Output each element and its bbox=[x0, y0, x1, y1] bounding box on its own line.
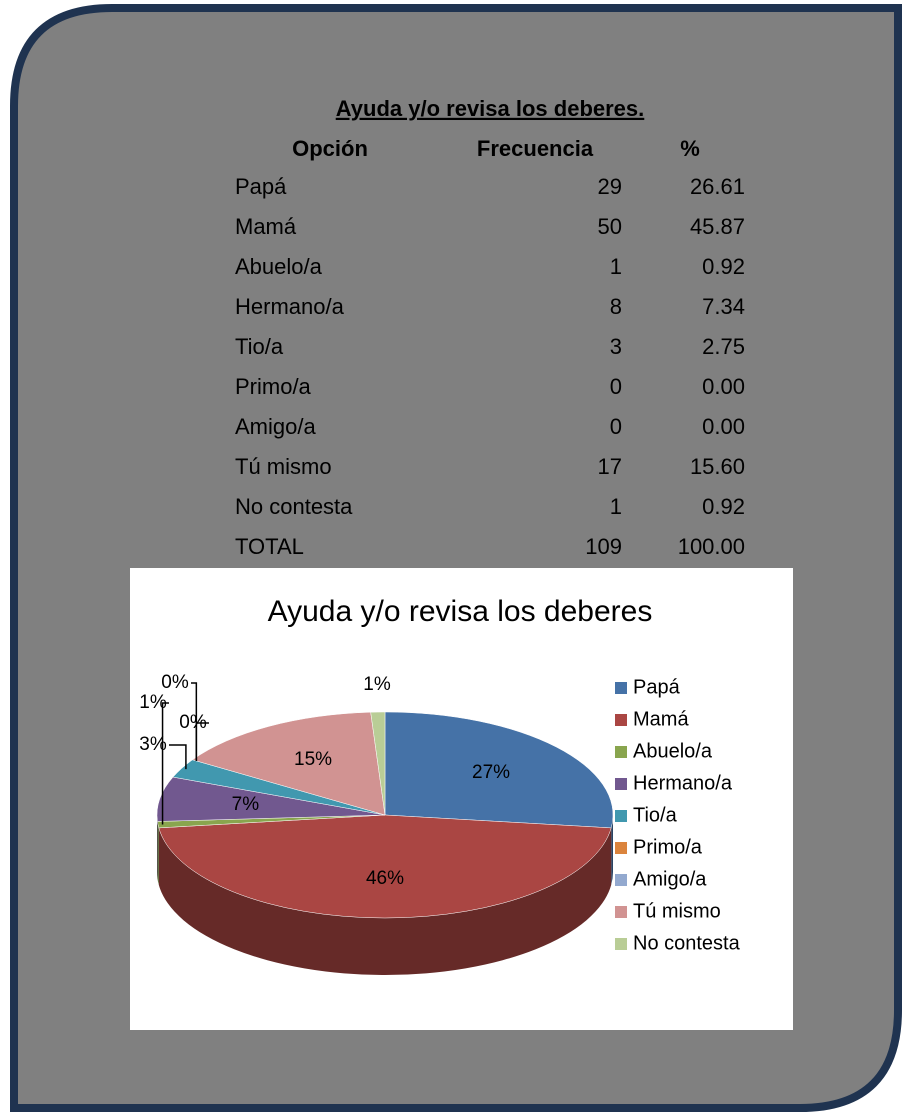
legend-swatch bbox=[615, 810, 627, 822]
value-label: 15% bbox=[294, 749, 332, 770]
legend-swatch bbox=[615, 682, 627, 694]
legend-label: Tú mismo bbox=[633, 900, 721, 922]
legend-label: Primo/a bbox=[633, 836, 703, 858]
pie-slice bbox=[370, 711, 386, 816]
leader-line bbox=[161, 702, 169, 825]
legend-label: Abuelo/a bbox=[633, 740, 713, 762]
table-title: Ayuda y/o revisa los deberes. bbox=[336, 96, 645, 121]
row-percent: 2.75 bbox=[702, 334, 745, 359]
row-frequency: 17 bbox=[598, 454, 622, 479]
table-header: Frecuencia bbox=[477, 136, 594, 161]
row-label: Papá bbox=[235, 174, 287, 199]
row-label: Tú mismo bbox=[235, 454, 332, 479]
row-percent: 100.00 bbox=[678, 534, 745, 559]
table-header: Opción bbox=[292, 136, 368, 161]
legend-swatch bbox=[615, 746, 627, 758]
row-label: Mamá bbox=[235, 214, 297, 239]
pie-side bbox=[157, 821, 159, 885]
legend-label: Mamá bbox=[633, 708, 689, 730]
row-frequency: 29 bbox=[598, 174, 622, 199]
value-label: 1% bbox=[363, 674, 391, 695]
legend-swatch bbox=[615, 906, 627, 918]
row-frequency: 109 bbox=[585, 534, 622, 559]
leader-line bbox=[169, 744, 187, 770]
legend-label: No contesta bbox=[633, 932, 741, 954]
row-label: TOTAL bbox=[235, 534, 304, 559]
row-label: No contesta bbox=[235, 494, 353, 519]
row-frequency: 1 bbox=[610, 254, 622, 279]
pie-slice bbox=[158, 814, 612, 919]
row-label: Abuelo/a bbox=[235, 254, 323, 279]
value-label: 0% bbox=[161, 672, 189, 693]
row-label: Primo/a bbox=[235, 374, 312, 399]
row-frequency: 50 bbox=[598, 214, 622, 239]
row-percent: 0.92 bbox=[702, 254, 745, 279]
row-percent: 45.87 bbox=[690, 214, 745, 239]
row-frequency: 8 bbox=[610, 294, 622, 319]
row-percent: 0.00 bbox=[702, 374, 745, 399]
row-frequency: 0 bbox=[610, 374, 622, 399]
leader-line bbox=[191, 682, 198, 761]
table-header: % bbox=[680, 136, 700, 161]
legend-label: Papá bbox=[633, 676, 681, 698]
row-percent: 26.61 bbox=[690, 174, 745, 199]
pie-side bbox=[158, 827, 612, 975]
row-percent: 15.60 bbox=[690, 454, 745, 479]
legend-label: Hermano/a bbox=[633, 772, 733, 794]
legend-swatch bbox=[615, 938, 627, 950]
row-frequency: 3 bbox=[610, 334, 622, 359]
legend-swatch bbox=[615, 778, 627, 790]
chart-title: Ayuda y/o revisa los deberes bbox=[268, 595, 653, 628]
legend-label: Tio/a bbox=[633, 804, 678, 826]
value-label: 3% bbox=[139, 734, 167, 755]
legend-swatch bbox=[615, 842, 627, 854]
legend-label: Amigo/a bbox=[633, 868, 707, 890]
pie-slice bbox=[191, 711, 386, 816]
pie-side bbox=[611, 815, 613, 885]
value-label: 46% bbox=[366, 868, 404, 889]
row-percent: 0.92 bbox=[702, 494, 745, 519]
row-percent: 7.34 bbox=[702, 294, 745, 319]
row-label: Amigo/a bbox=[235, 414, 316, 439]
value-label: 7% bbox=[232, 794, 260, 815]
value-label: 27% bbox=[472, 762, 510, 783]
row-label: Hermano/a bbox=[235, 294, 345, 319]
row-percent: 0.00 bbox=[702, 414, 745, 439]
row-frequency: 0 bbox=[610, 414, 622, 439]
legend-swatch bbox=[615, 714, 627, 726]
value-label: 0% bbox=[179, 712, 207, 733]
pie-slice bbox=[384, 711, 614, 829]
row-label: Tio/a bbox=[235, 334, 284, 359]
legend-swatch bbox=[615, 874, 627, 886]
value-label: 1% bbox=[139, 692, 167, 713]
row-frequency: 1 bbox=[610, 494, 622, 519]
